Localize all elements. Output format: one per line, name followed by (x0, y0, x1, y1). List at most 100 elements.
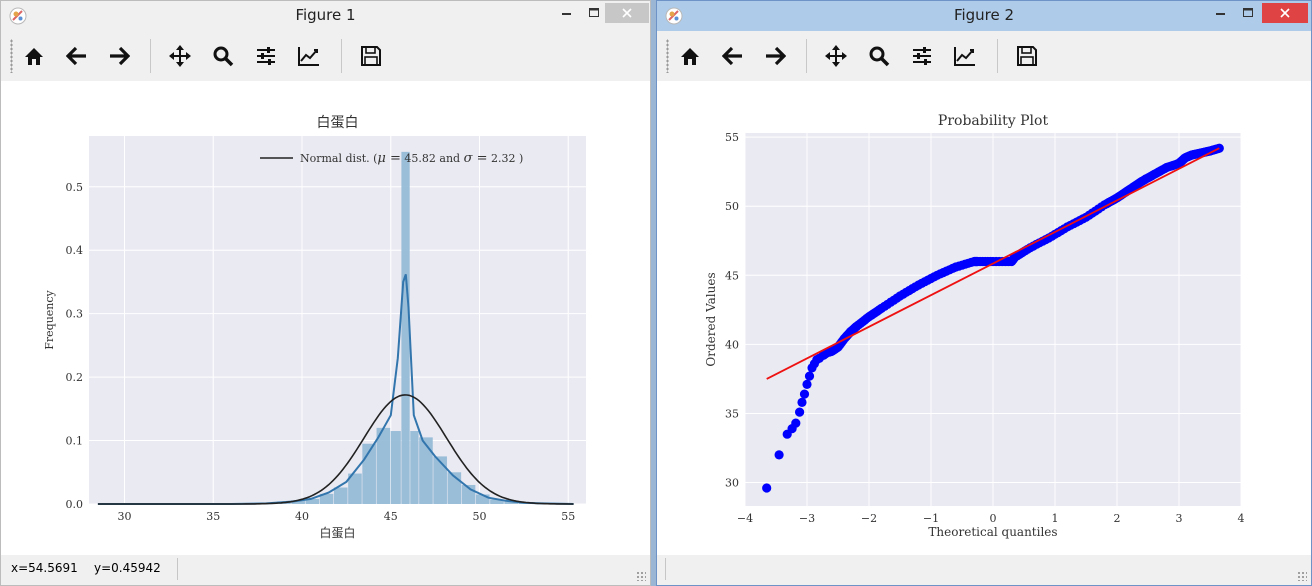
x-tick-label: −2 (861, 512, 877, 525)
x-tick-label: 0 (990, 512, 997, 525)
home-icon (681, 48, 699, 65)
y-tick-label: 45 (725, 269, 739, 282)
home-button[interactable] (19, 41, 49, 71)
histogram-chart[interactable]: 30 35 40 45 50 550.00.10.20.30.40.5白蛋白白蛋白Freq… (5, 81, 646, 555)
back-button[interactable] (62, 41, 92, 71)
maximize-button[interactable] (1237, 3, 1259, 23)
configure-subplots-button[interactable] (251, 41, 281, 71)
resize-grip[interactable] (636, 571, 646, 581)
forward-button[interactable] (760, 41, 790, 71)
x-tick-label: −3 (799, 512, 815, 525)
configure-subplots-icon (257, 47, 275, 65)
figure-1-window: Figure 1 (0, 0, 651, 586)
qq-point (804, 371, 815, 381)
figure-canvas[interactable]: 30 35 40 45 50 55 0.0 0.1 0.2 0.3 0.4 0.5 白蛋白 白蛋白 Freq… (5, 81, 646, 553)
save-button[interactable] (1012, 41, 1042, 71)
minimize-button[interactable] (556, 3, 578, 23)
navigation-toolbar (1, 31, 650, 81)
pan-button[interactable] (165, 41, 195, 71)
histogram-bar (305, 498, 320, 504)
y-tick-label: 50 (725, 200, 739, 213)
close-button[interactable] (1262, 3, 1308, 23)
legend-text-part: 2.32 ) (487, 152, 523, 165)
app-icon (9, 7, 27, 25)
forward-button[interactable] (104, 41, 134, 71)
minimize-icon (1216, 13, 1225, 15)
back-arrow-icon (66, 46, 86, 66)
close-button[interactable] (605, 3, 649, 23)
back-button[interactable] (718, 41, 748, 71)
edit-axis-button[interactable] (950, 41, 980, 71)
legend-text-part: μ = (377, 151, 400, 166)
histogram-bar (401, 151, 410, 504)
edit-axis-icon (954, 47, 975, 66)
qq-point (802, 379, 812, 389)
qq-point (791, 418, 801, 428)
legend-text-part: σ = (464, 151, 488, 166)
zoom-icon (869, 46, 890, 67)
window-title: Figure 1 (295, 6, 356, 24)
histogram-bar (348, 473, 362, 504)
close-icon (622, 8, 632, 18)
x-tick-label: 45 (384, 510, 398, 523)
x-tick-label: 1 (1052, 512, 1059, 525)
normal-dist-line (97, 394, 574, 505)
qq-point (762, 483, 772, 493)
histogram-bar (333, 487, 348, 504)
toolbar-separator (341, 39, 342, 73)
close-icon (1280, 8, 1290, 18)
title-bar[interactable]: Figure 2 (657, 1, 1311, 31)
histogram-bar (376, 427, 391, 504)
save-button[interactable] (356, 41, 386, 71)
toolbar-separator (806, 39, 807, 73)
toolbar-grip[interactable] (10, 39, 13, 73)
zoom-button[interactable] (864, 41, 894, 71)
pan-icon (825, 45, 847, 67)
zoom-button[interactable] (208, 41, 238, 71)
axes-background (89, 136, 586, 504)
figure-canvas[interactable]: −4 −3 −2 −1 0 1 2 3 4 30 35 40 45 50 55 Probability Plo… (661, 81, 1307, 553)
pan-button[interactable] (821, 41, 851, 71)
x-tick-label: 30 (118, 510, 132, 523)
minimize-icon (562, 13, 571, 15)
histogram-bar (433, 456, 447, 504)
qq-point (774, 450, 784, 460)
status-bar: x=54.5691 y=0.45942 (1, 555, 650, 585)
configure-subplots-button[interactable] (907, 41, 937, 71)
x-axis-label: 白蛋白 (319, 525, 355, 540)
home-button[interactable] (675, 41, 705, 71)
y-tick-label: 55 (725, 131, 739, 144)
histogram-bar (490, 499, 504, 504)
minimize-button[interactable] (1210, 3, 1232, 23)
y-tick-label: 35 (725, 407, 739, 420)
legend-text-part: 45.82 and (401, 152, 464, 165)
probability-plot-chart[interactable]: −4 −3 −2 −1 0 1 2 3 4 30 35 40 45 50 55 Probability Plo… (661, 81, 1307, 555)
figure-2-window: Figure 2 (656, 0, 1312, 586)
forward-arrow-icon (766, 46, 786, 66)
home-icon (25, 48, 43, 65)
x-tick-label: 50 (473, 510, 487, 523)
chart-title: Probability Plot (938, 113, 1049, 129)
qq-point (797, 397, 807, 407)
resize-grip[interactable] (1297, 571, 1307, 581)
edit-axis-button[interactable] (294, 41, 324, 71)
fit-line (766, 147, 1220, 380)
title-bar[interactable]: Figure 1 (1, 1, 650, 31)
save-icon (361, 46, 381, 66)
y-axis-label: Ordered Values (704, 272, 718, 366)
y-axis-label: Frequency (43, 289, 56, 349)
x-tick-label: 3 (1176, 512, 1183, 525)
histogram-bar (504, 501, 518, 504)
kde-line (97, 273, 574, 505)
navigation-toolbar (657, 31, 1311, 81)
toolbar-grip[interactable] (666, 39, 669, 73)
configure-subplots-icon (913, 47, 931, 65)
qq-point (799, 389, 810, 399)
toolbar-separator (997, 39, 998, 73)
maximize-button[interactable] (583, 3, 605, 23)
histogram-bar (291, 500, 305, 504)
x-tick-label: 40 (295, 510, 309, 523)
y-tick-label: 0.4 (66, 244, 84, 257)
forward-arrow-icon (110, 46, 130, 66)
status-bar (657, 555, 1311, 585)
